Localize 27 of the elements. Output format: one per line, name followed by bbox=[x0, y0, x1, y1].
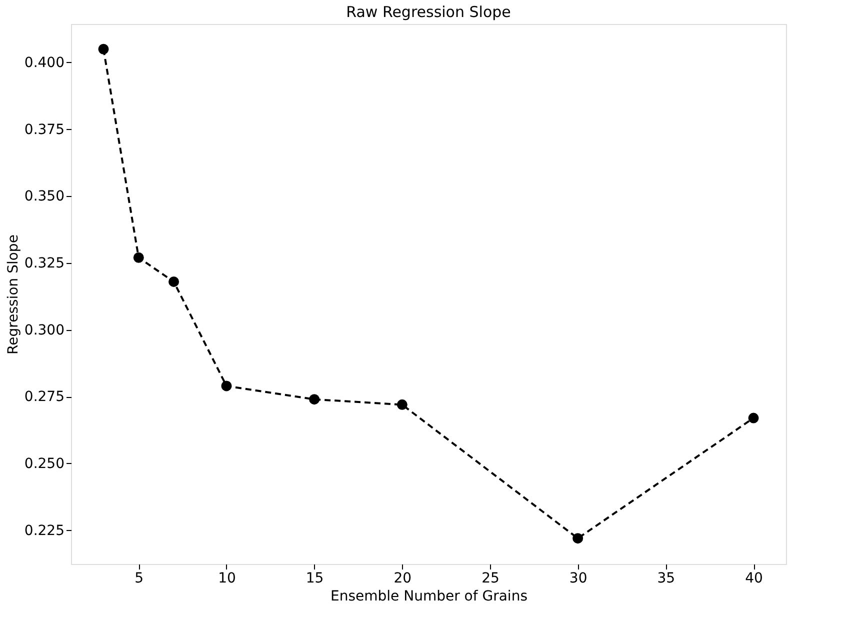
y-tick-label: 0.275 bbox=[24, 389, 64, 406]
x-axis-title: Ensemble Number of Grains bbox=[330, 588, 528, 604]
point bbox=[309, 394, 320, 405]
x-tick-label: 5 bbox=[134, 570, 144, 586]
x-tick-label: 10 bbox=[218, 570, 236, 586]
y-tick-label: 0.350 bbox=[24, 188, 64, 205]
y-tick-label: 0.250 bbox=[24, 456, 64, 472]
point bbox=[133, 252, 144, 263]
x-tick-label: 35 bbox=[657, 570, 676, 586]
y-tick-label: 0.300 bbox=[24, 322, 64, 338]
point bbox=[396, 399, 408, 410]
x-tick-label: 40 bbox=[745, 570, 763, 586]
point bbox=[168, 276, 180, 287]
y-axis-title: Regression Slope bbox=[5, 234, 22, 354]
x-tick-label: 20 bbox=[394, 570, 412, 586]
chart-title: Raw Regression Slope bbox=[346, 3, 511, 21]
point bbox=[572, 533, 584, 544]
y-tick-label: 0.225 bbox=[24, 522, 64, 539]
y-tick-label: 0.325 bbox=[24, 255, 64, 272]
point bbox=[748, 412, 759, 424]
y-tick-label: 0.400 bbox=[24, 54, 64, 71]
x-tick-label: 15 bbox=[306, 570, 324, 586]
point bbox=[221, 380, 232, 392]
point bbox=[98, 44, 109, 54]
x-tick-label: 30 bbox=[569, 570, 588, 586]
y-tick-label: 0.375 bbox=[24, 122, 64, 138]
x-tick-label: 25 bbox=[482, 570, 500, 586]
